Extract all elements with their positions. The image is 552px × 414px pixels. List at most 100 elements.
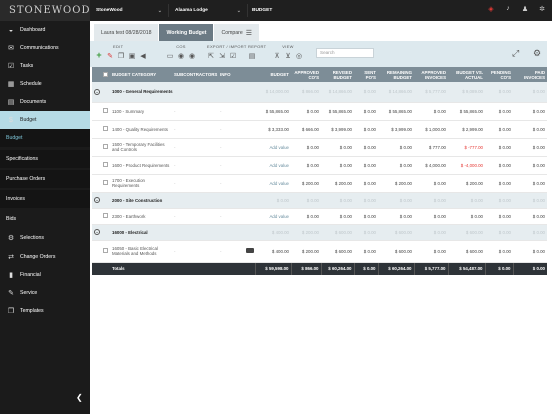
table-row[interactable]: 16050 - Basic Electrical Materials and M… <box>92 240 547 263</box>
action-cell[interactable] <box>244 208 255 225</box>
sidebar-item-change-orders[interactable]: ⇄ Change Orders <box>0 248 90 266</box>
sidebar-item-invoices[interactable]: Invoices <box>0 190 90 208</box>
collapse-group-icon[interactable]: ⌄ <box>94 197 100 203</box>
info-cell[interactable]: - <box>218 138 244 157</box>
select-all-checkbox[interactable] <box>103 71 108 77</box>
project-selector[interactable]: Alaama Lodge ⌄ <box>169 4 248 17</box>
column-header[interactable]: BUDGET CATEGORY <box>112 72 157 77</box>
column-header[interactable]: INFO <box>220 72 231 77</box>
column-header[interactable]: REMAINING BUDGET <box>386 69 412 80</box>
action-cell[interactable] <box>244 138 255 157</box>
bell-icon[interactable]: ♪ <box>506 5 510 12</box>
subcontractor-cell[interactable]: - <box>172 156 218 175</box>
action-cell[interactable] <box>244 156 255 175</box>
group-row[interactable]: ⌄ 16000 - Electrical $ 400.00 $ 200.00 $ 600… <box>92 224 547 241</box>
import-icon[interactable]: ⇲ <box>219 53 225 60</box>
category-name[interactable]: 2300 - Earthwork <box>110 208 172 225</box>
row-checkbox[interactable] <box>103 162 108 167</box>
info-cell[interactable]: - <box>218 102 244 121</box>
category-name[interactable]: 1700 - Execution Requirements <box>110 174 172 193</box>
table-row[interactable]: 1500 - Temporary Facilities and Controls… <box>92 138 547 157</box>
column-header[interactable]: APPROVED INVOICES <box>421 69 446 80</box>
sidebar-item-communications[interactable]: ✉ Communications <box>0 39 90 57</box>
subcontractor-cell[interactable]: - <box>172 240 218 263</box>
add-icon[interactable]: + <box>96 50 102 60</box>
info-cell[interactable]: - <box>218 120 244 139</box>
collapse-sidebar-icon[interactable]: ❮ <box>76 393 83 402</box>
column-header[interactable]: SENT PO'S <box>364 69 376 80</box>
row-checkbox[interactable] <box>103 108 108 113</box>
collapse-up-icon[interactable]: ⊼ <box>274 53 280 60</box>
subcontractor-cell[interactable]: - <box>172 208 218 225</box>
action-cell[interactable] <box>244 240 255 263</box>
subcontractor-cell[interactable]: - <box>172 174 218 193</box>
column-header[interactable]: BUDGET <box>270 72 289 77</box>
subcontractor-cell[interactable]: - <box>172 138 218 157</box>
tab-working-budget[interactable]: Working Budget <box>159 24 214 41</box>
sidebar-item-tasks[interactable]: ☑ Tasks <box>0 57 90 75</box>
sidebar-item-selections[interactable]: ⚙ Selections <box>0 229 90 247</box>
row-checkbox[interactable] <box>103 213 108 218</box>
sidebar-item-financial[interactable]: ▮ Financial <box>0 266 90 284</box>
row-checkbox[interactable] <box>103 248 108 253</box>
category-name[interactable]: 1600 - Product Requirements <box>110 156 172 175</box>
tab-compare[interactable]: Compare ☰ <box>214 24 259 41</box>
info-cell[interactable]: - <box>218 240 244 263</box>
value-cell[interactable]: Add value <box>255 138 291 157</box>
sidebar-item-templates[interactable]: ❐ Templates <box>0 302 90 320</box>
alert-icon[interactable]: ◈ <box>488 6 494 13</box>
row-checkbox[interactable] <box>103 144 108 149</box>
sidebar-item-specifications[interactable]: Specifications <box>0 150 90 168</box>
column-header[interactable]: APPROVED CO'S <box>294 69 319 80</box>
eye-icon[interactable]: ◎ <box>295 53 303 60</box>
group-row[interactable]: ⌄ 2000 - Site Construction $ 0.00 $ 0.00 $ 0… <box>92 192 547 209</box>
sidebar-item-purchase-orders[interactable]: Purchase Orders <box>0 170 90 188</box>
column-header[interactable]: BUDGET VS. ACTUAL <box>456 69 483 80</box>
collapse-group-icon[interactable]: ⌄ <box>94 229 100 235</box>
value-cell[interactable]: Add value <box>255 156 291 175</box>
table-row[interactable]: 1100 - Summary - - $ 55,865.00 $ 0.00 $ 55,86… <box>92 102 547 121</box>
sidebar-item-budget[interactable]: $ Budget <box>0 111 90 129</box>
copy-icon[interactable]: ❐ <box>117 53 125 60</box>
table-row[interactable]: 1700 - Execution Requirements - - Add value… <box>92 174 547 193</box>
tab-saved-budget[interactable]: Laura test 08/28/2018 <box>94 24 159 41</box>
category-name[interactable]: 1500 - Temporary Facilities and Controls <box>110 138 172 157</box>
fullscreen-icon[interactable]: ⤢ <box>512 48 520 58</box>
gear-icon[interactable]: ✲ <box>539 6 545 13</box>
user-icon[interactable]: ♟ <box>521 6 529 13</box>
collapse-group-icon[interactable]: ⌄ <box>94 88 100 95</box>
value-cell[interactable]: $ 400.00 <box>255 240 291 263</box>
cos-view-icon[interactable]: ◉ <box>188 53 196 60</box>
info-cell[interactable]: - <box>218 156 244 175</box>
expand-down-icon[interactable]: ⊻ <box>285 53 291 60</box>
sidebar-item-schedule[interactable]: ▦ Schedule <box>0 75 90 93</box>
search-input[interactable]: Search <box>316 48 374 58</box>
sidebar-item-service[interactable]: ✎ Service <box>0 284 90 302</box>
column-header[interactable] <box>244 67 255 82</box>
action-cell[interactable] <box>244 174 255 193</box>
value-cell[interactable]: Add value <box>255 208 291 225</box>
action-cell[interactable] <box>244 102 255 121</box>
comment-icon[interactable]: ▭ <box>166 53 174 60</box>
column-header[interactable]: PAID INVOICES <box>524 69 545 80</box>
category-name[interactable]: 16050 - Basic Electrical Materials and M… <box>110 240 172 263</box>
value-cell[interactable]: $ 3,333.00 <box>255 120 291 139</box>
category-name[interactable]: 1100 - Summary <box>110 102 172 121</box>
value-cell[interactable]: $ 55,865.00 <box>255 102 291 121</box>
edit-icon[interactable]: ✎ <box>107 53 113 60</box>
settings-gear-icon[interactable]: ⚙ <box>533 48 542 58</box>
export-icon[interactable]: ⇱ <box>208 53 214 60</box>
row-checkbox[interactable] <box>103 180 108 185</box>
select-all-checkbox-cell[interactable] <box>101 67 110 82</box>
print-icon[interactable]: ▤ <box>248 53 256 60</box>
info-cell[interactable]: - <box>218 174 244 193</box>
keyboard-icon[interactable] <box>246 248 254 253</box>
column-header[interactable]: REVISED BUDGET <box>332 69 352 80</box>
column-header[interactable]: SUBCONTRACTORS <box>174 72 218 77</box>
row-checkbox[interactable] <box>103 126 108 131</box>
column-header[interactable]: PENDING CO'S <box>490 69 511 80</box>
info-cell[interactable]: - <box>218 208 244 225</box>
table-row[interactable]: 2300 - Earthwork - - Add value $ 0.00 $ 0.00 $… <box>92 208 547 225</box>
table-row[interactable]: 1400 - Quality Requirements - - $ 3,333.00 $… <box>92 120 547 139</box>
category-name[interactable]: 1400 - Quality Requirements <box>110 120 172 139</box>
